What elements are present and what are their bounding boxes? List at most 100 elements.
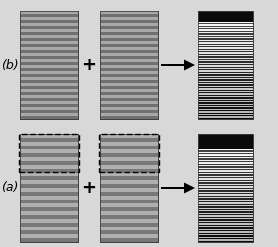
Bar — [198, 59, 253, 60]
Bar — [198, 197, 253, 198]
Bar — [198, 134, 253, 149]
Bar — [20, 200, 78, 204]
Bar — [100, 11, 158, 14]
Bar — [100, 47, 158, 50]
Bar — [100, 200, 158, 204]
Bar — [100, 107, 158, 110]
Bar — [198, 210, 253, 211]
Bar — [100, 11, 158, 119]
Bar — [20, 157, 78, 161]
Text: +: + — [81, 56, 96, 74]
Bar — [198, 157, 253, 158]
Bar — [198, 97, 253, 99]
Polygon shape — [184, 60, 195, 70]
Bar — [198, 213, 253, 214]
Bar — [20, 238, 78, 242]
Bar — [198, 22, 253, 23]
Bar — [198, 202, 253, 204]
Bar — [100, 98, 158, 101]
Bar — [20, 53, 78, 56]
Bar — [198, 58, 253, 59]
Bar — [20, 180, 78, 184]
Bar — [100, 134, 158, 242]
Bar — [20, 89, 78, 92]
Bar — [198, 77, 253, 78]
Bar — [198, 190, 253, 192]
Bar — [198, 73, 253, 74]
Bar — [198, 96, 253, 97]
Bar — [20, 44, 78, 47]
Bar — [198, 239, 253, 241]
Bar — [198, 91, 253, 92]
Bar — [21, 12, 79, 120]
Bar — [100, 219, 158, 223]
Bar — [100, 17, 158, 20]
Bar — [100, 204, 158, 207]
Bar — [100, 74, 158, 77]
Bar — [100, 145, 158, 149]
Bar — [198, 36, 253, 37]
Bar — [20, 142, 78, 145]
Bar — [198, 78, 253, 79]
Bar — [198, 206, 253, 207]
Bar — [100, 169, 158, 173]
Bar — [198, 118, 253, 119]
Bar — [20, 17, 78, 20]
Bar — [198, 101, 253, 102]
Bar — [199, 135, 254, 243]
Bar — [100, 53, 158, 56]
Bar — [198, 42, 253, 43]
Bar — [20, 56, 78, 59]
Bar — [198, 82, 253, 83]
Bar — [20, 234, 78, 238]
Bar — [198, 104, 253, 105]
Bar — [198, 79, 253, 81]
Bar — [20, 41, 78, 44]
Bar — [198, 50, 253, 51]
Bar — [100, 223, 158, 226]
Bar — [100, 95, 158, 98]
Bar — [100, 188, 158, 192]
Bar — [198, 54, 253, 55]
Polygon shape — [184, 183, 195, 193]
Bar — [20, 65, 78, 68]
Bar — [100, 165, 158, 169]
Bar — [20, 107, 78, 110]
Bar — [100, 116, 158, 119]
Bar — [198, 168, 253, 169]
Bar — [198, 102, 253, 104]
Bar — [20, 173, 78, 176]
Bar — [20, 26, 78, 29]
Bar — [198, 72, 253, 73]
Bar — [198, 45, 253, 46]
Bar — [198, 149, 253, 150]
Bar — [198, 88, 253, 90]
Bar — [100, 86, 158, 89]
Bar — [19, 134, 79, 172]
Bar — [20, 83, 78, 86]
Bar — [20, 153, 78, 157]
Bar — [100, 196, 158, 200]
Bar — [100, 80, 158, 83]
Bar — [198, 134, 253, 242]
Bar — [20, 169, 78, 173]
Bar — [198, 68, 253, 69]
Bar — [198, 189, 253, 190]
Bar — [198, 114, 253, 115]
Bar — [20, 11, 78, 14]
Bar — [20, 29, 78, 32]
Bar — [198, 165, 253, 166]
Bar — [198, 11, 253, 22]
Bar — [20, 226, 78, 230]
Bar — [198, 106, 253, 107]
Bar — [20, 110, 78, 113]
Bar — [198, 177, 253, 178]
Bar — [100, 89, 158, 92]
Bar — [161, 64, 184, 66]
Bar — [198, 225, 253, 226]
Bar — [100, 149, 158, 153]
Bar — [198, 51, 253, 53]
Bar — [20, 196, 78, 200]
Bar — [20, 68, 78, 71]
Bar — [100, 32, 158, 35]
